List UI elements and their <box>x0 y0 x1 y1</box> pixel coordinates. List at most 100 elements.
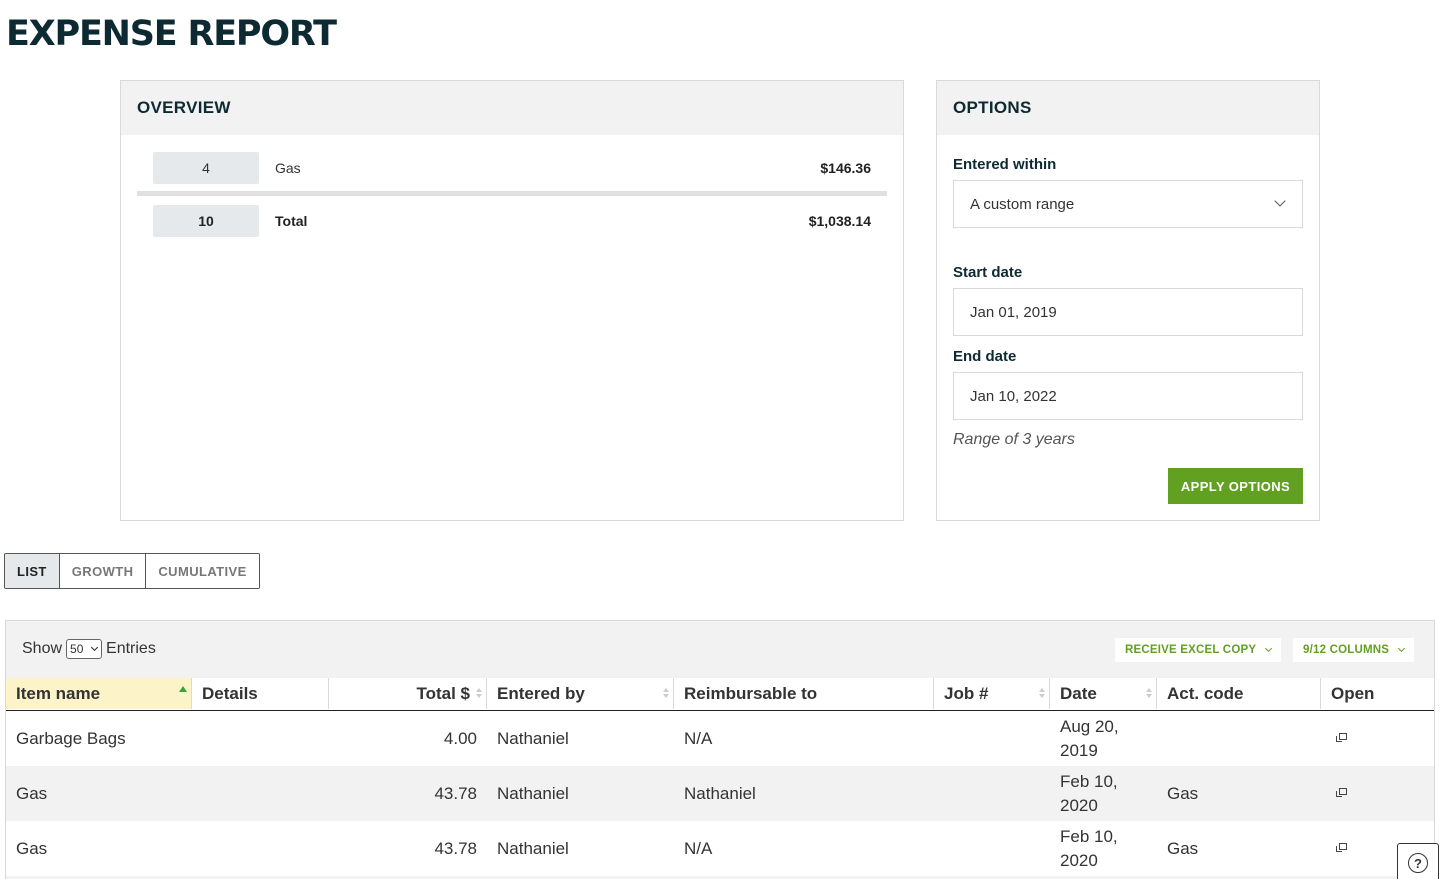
cell-reimbursable-to: Nathaniel <box>684 783 756 803</box>
columns-button-label: 9/12 COLUMNS <box>1303 644 1390 656</box>
cell-date: Feb 10, 2020 <box>1050 821 1157 876</box>
column-label: Total $ <box>416 683 470 703</box>
expense-table: Show 50 Entries RECEIVE EXCEL COPY 9/12 … <box>5 620 1435 879</box>
cell-total: 43.78 <box>434 783 477 803</box>
table-row[interactable]: Gas 43.78 Nathaniel Nathaniel Feb 10, 20… <box>6 766 1434 821</box>
cell-reimbursable-to: N/A <box>684 728 713 748</box>
page-size-value: 50 <box>70 642 84 656</box>
column-label: Act. code <box>1167 683 1244 703</box>
overview-divider <box>137 191 887 196</box>
column-label: Open <box>1331 683 1375 703</box>
cell-item-name: Garbage Bags <box>16 728 126 748</box>
columns-button[interactable]: 9/12 COLUMNS <box>1293 638 1415 662</box>
receive-excel-copy-button[interactable]: RECEIVE EXCEL COPY <box>1115 638 1282 662</box>
page-title: EXPENSE REPORT <box>6 14 337 54</box>
column-label: Reimbursable to <box>684 683 818 703</box>
help-circle-icon: ? <box>1408 853 1428 873</box>
cell-details <box>192 711 329 766</box>
cell-details <box>192 766 329 821</box>
options-heading: OPTIONS <box>937 81 1319 135</box>
column-header-act-code[interactable]: Act. code <box>1157 678 1321 709</box>
column-label: Entered by <box>497 683 585 703</box>
tab-growth[interactable]: GROWTH <box>59 554 147 588</box>
cell-job <box>934 766 1050 821</box>
entered-within-value: A custom range <box>970 195 1075 213</box>
column-header-job[interactable]: Job # <box>934 678 1050 709</box>
cell-open <box>1321 766 1434 821</box>
view-tabs: LIST GROWTH CUMULATIVE <box>4 553 260 589</box>
date-line: Feb 10, <box>1060 771 1118 791</box>
entered-within-select[interactable]: A custom range <box>953 180 1303 228</box>
help-button[interactable]: ? <box>1397 843 1439 879</box>
options-panel: OPTIONS Entered within A custom range St… <box>936 80 1320 521</box>
sort-icon <box>663 688 669 700</box>
end-date-input[interactable]: Jan 10, 2022 <box>953 372 1303 420</box>
overview-total-amount: $1,038.14 <box>808 213 871 229</box>
cell-job <box>934 711 1050 766</box>
column-header-total[interactable]: Total $ <box>329 678 487 709</box>
tab-cumulative[interactable]: CUMULATIVE <box>146 554 259 588</box>
date-line: Aug 20, <box>1060 716 1119 736</box>
end-date-value: Jan 10, 2022 <box>970 387 1057 405</box>
tab-list[interactable]: LIST <box>5 554 60 588</box>
cell-act-code: Gas <box>1167 838 1199 858</box>
table-header: Item name Details Total $ Entered by Rei… <box>6 678 1434 711</box>
column-label: Job # <box>944 683 989 703</box>
overview-count: 4 <box>153 152 259 184</box>
entered-within-label: Entered within <box>953 156 1057 173</box>
table-body: Garbage Bags 4.00 Nathaniel N/A Aug 20, … <box>6 711 1434 876</box>
show-label: Show <box>22 640 63 657</box>
column-header-details[interactable]: Details <box>192 678 329 709</box>
end-date-label: End date <box>953 348 1017 365</box>
chevron-down-icon <box>1274 195 1286 207</box>
table-row[interactable]: Garbage Bags 4.00 Nathaniel N/A Aug 20, … <box>6 711 1434 766</box>
cell-entered-by: Nathaniel <box>497 838 569 858</box>
range-hint: Range of 3 years <box>953 431 1075 448</box>
date-line: Feb 10, <box>1060 826 1118 846</box>
sort-ascending-icon <box>179 686 187 692</box>
external-link-icon[interactable] <box>1336 843 1347 852</box>
cell-open <box>1321 711 1434 766</box>
start-date-label: Start date <box>953 264 1023 281</box>
column-label: Details <box>202 683 258 703</box>
cell-act-code <box>1157 711 1321 766</box>
chevron-down-icon <box>1265 644 1273 653</box>
sort-icon <box>476 688 482 700</box>
excel-button-label: RECEIVE EXCEL COPY <box>1125 644 1257 656</box>
overview-row-total: 10 Total $1,038.14 <box>137 205 887 237</box>
overview-amount: $146.36 <box>820 160 871 176</box>
overview-total-count: 10 <box>153 205 259 237</box>
cell-act-code: Gas <box>1167 783 1199 803</box>
start-date-value: Jan 01, 2019 <box>970 303 1057 321</box>
sort-icon <box>1039 688 1045 700</box>
column-header-open[interactable]: Open <box>1321 678 1434 709</box>
overview-panel: OVERVIEW 4 Gas $146.36 10 Total $1,038.1… <box>120 80 904 521</box>
page-size-control: Show 50 Entries <box>22 639 156 659</box>
cell-item-name: Gas <box>16 838 48 858</box>
cell-date: Aug 20, 2019 <box>1050 711 1157 766</box>
overview-row-gas: 4 Gas $146.36 <box>137 152 887 184</box>
chevron-down-icon <box>1398 644 1406 653</box>
column-header-reimbursable-to[interactable]: Reimbursable to <box>674 678 934 709</box>
column-header-entered-by[interactable]: Entered by <box>487 678 674 709</box>
column-header-item-name[interactable]: Item name <box>6 678 192 709</box>
column-label: Item name <box>16 683 101 703</box>
cell-date: Feb 10, 2020 <box>1050 766 1157 821</box>
date-line: 2019 <box>1060 740 1098 760</box>
entries-label: Entries <box>106 640 156 657</box>
cell-total: 43.78 <box>434 838 477 858</box>
cell-entered-by: Nathaniel <box>497 783 569 803</box>
cell-reimbursable-to: N/A <box>684 838 713 858</box>
page-size-select[interactable]: 50 <box>66 639 103 659</box>
apply-options-button[interactable]: APPLY OPTIONS <box>1168 468 1303 504</box>
start-date-input[interactable]: Jan 01, 2019 <box>953 288 1303 336</box>
date-line: 2020 <box>1060 850 1098 870</box>
cell-job <box>934 821 1050 876</box>
external-link-icon[interactable] <box>1336 788 1347 797</box>
cell-entered-by: Nathaniel <box>497 728 569 748</box>
column-header-date[interactable]: Date <box>1050 678 1157 709</box>
external-link-icon[interactable] <box>1336 733 1347 742</box>
date-line: 2020 <box>1060 795 1098 815</box>
table-row[interactable]: Gas 43.78 Nathaniel N/A Feb 10, 2020 Gas <box>6 821 1434 876</box>
overview-label: Gas <box>275 160 301 176</box>
